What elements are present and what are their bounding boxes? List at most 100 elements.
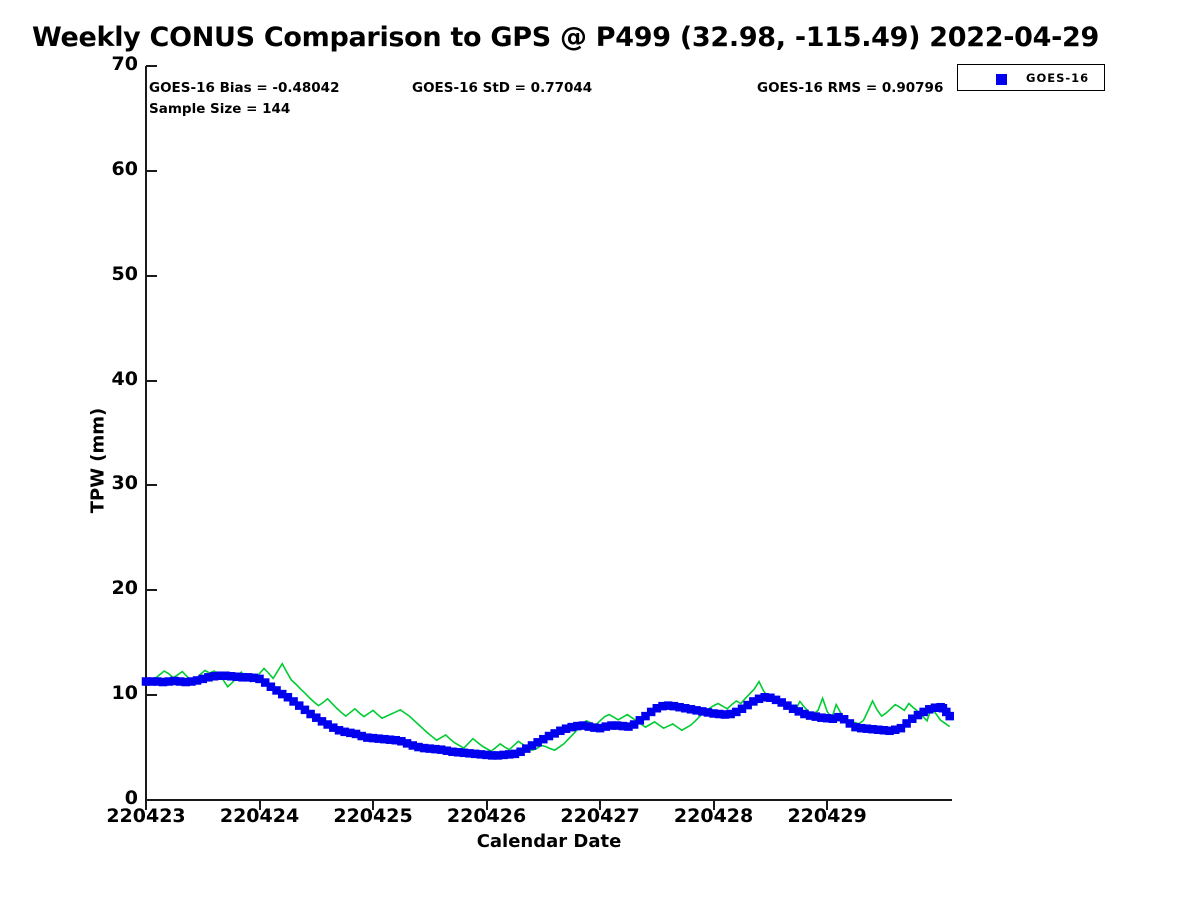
stat-bias: GOES-16 Bias = -0.48042 [149, 80, 340, 96]
y-axis-line [145, 66, 147, 801]
goes16-marker [346, 728, 355, 738]
goes16-marker [493, 751, 503, 760]
goes16-marker [925, 705, 934, 714]
goes16-marker [692, 706, 701, 715]
goes16-marker [945, 711, 954, 721]
goes16-marker [260, 678, 270, 687]
goes16-marker [805, 711, 815, 720]
goes16-marker [527, 741, 537, 750]
y-tick [146, 694, 157, 697]
goes16-marker [652, 704, 662, 713]
goes16-marker [601, 722, 611, 731]
goes16-marker [828, 714, 838, 723]
goes16-marker [158, 677, 168, 687]
goes16-marker [192, 676, 202, 685]
goes16-marker [794, 707, 803, 716]
y-tick [146, 484, 157, 487]
x-tick [372, 799, 375, 810]
goes16-marker [913, 710, 923, 720]
goes16-marker [340, 727, 349, 737]
goes16-marker [453, 748, 463, 757]
y-tick-label: 60 [111, 157, 138, 180]
goes16-marker [930, 703, 940, 712]
goes16-marker [436, 745, 446, 754]
goes16-marker [658, 701, 667, 711]
goes16-marker [147, 677, 156, 686]
series-goes-16 [141, 671, 954, 760]
goes16-marker [902, 719, 911, 728]
goes16-marker [556, 726, 565, 736]
goes16-marker [669, 701, 679, 711]
goes16-marker [879, 726, 889, 735]
goes16-marker [845, 719, 855, 728]
goes16-marker [215, 671, 225, 680]
goes16-marker [204, 673, 213, 682]
goes16-marker [885, 726, 894, 736]
x-tick [599, 799, 602, 810]
goes16-marker [595, 723, 605, 733]
goes16-marker [760, 692, 769, 702]
y-tick [146, 589, 157, 592]
goes16-marker [533, 738, 542, 747]
x-tick-label: 220428 [673, 805, 754, 827]
goes16-marker [470, 749, 480, 759]
goes16-marker [567, 722, 576, 732]
goes16-marker [646, 707, 656, 717]
y-tick [146, 169, 157, 172]
gps-line [145, 662, 951, 753]
goes16-marker [607, 721, 616, 730]
y-tick [146, 379, 157, 382]
goes16-marker [317, 717, 327, 726]
goes16-marker [209, 672, 219, 681]
x-tick-label: 220427 [560, 805, 640, 827]
goes16-marker [612, 721, 622, 730]
goes16-marker [908, 714, 917, 723]
goes16-marker [243, 673, 253, 682]
y-tick [146, 799, 157, 801]
goes16-marker [749, 697, 758, 706]
goes16-marker [374, 734, 383, 743]
goes16-marker [363, 733, 372, 742]
goes16-marker [754, 694, 764, 704]
goes16-marker [499, 750, 508, 760]
goes16-marker [732, 707, 741, 717]
goes16-marker [226, 672, 236, 681]
goes16-marker [811, 712, 821, 721]
goes16-marker [822, 713, 832, 723]
goes16-marker [380, 734, 389, 744]
goes16-marker [164, 677, 173, 686]
goes16-marker [277, 689, 287, 699]
goes16-marker [890, 725, 900, 734]
goes16-marker [425, 744, 435, 753]
series-gps [145, 662, 951, 753]
stat-rms: GOES-16 RMS = 0.90796 [757, 80, 944, 96]
goes16-marker [544, 731, 554, 741]
goes16-marker [283, 692, 293, 702]
goes16-marker [482, 750, 491, 760]
goes16-marker [839, 715, 849, 724]
goes16-marker [635, 716, 645, 725]
x-axis-line [145, 799, 952, 801]
goes16-marker [573, 721, 582, 731]
stat-std: GOES-16 StD = 0.77044 [412, 80, 593, 96]
goes16-marker [578, 721, 588, 730]
goes16-marker [896, 723, 906, 733]
goes16-marker [680, 704, 690, 713]
y-tick-label: 40 [111, 367, 138, 390]
y-tick-label: 0 [124, 787, 138, 809]
x-tick-label: 220426 [446, 805, 527, 827]
y-tick [146, 65, 157, 67]
x-tick [258, 799, 261, 810]
goes16-marker [357, 731, 366, 741]
goes16-marker [550, 729, 559, 738]
goes16-marker [266, 682, 276, 691]
goes16-marker [584, 722, 593, 731]
goes16-marker [720, 710, 730, 719]
goes16-marker [686, 705, 696, 714]
goes16-marker [771, 695, 781, 705]
goes16-marker [170, 676, 179, 686]
goes16-marker [675, 702, 684, 712]
goes16-marker [414, 742, 423, 752]
goes16-marker [351, 729, 361, 739]
goes16-marker [198, 674, 208, 684]
